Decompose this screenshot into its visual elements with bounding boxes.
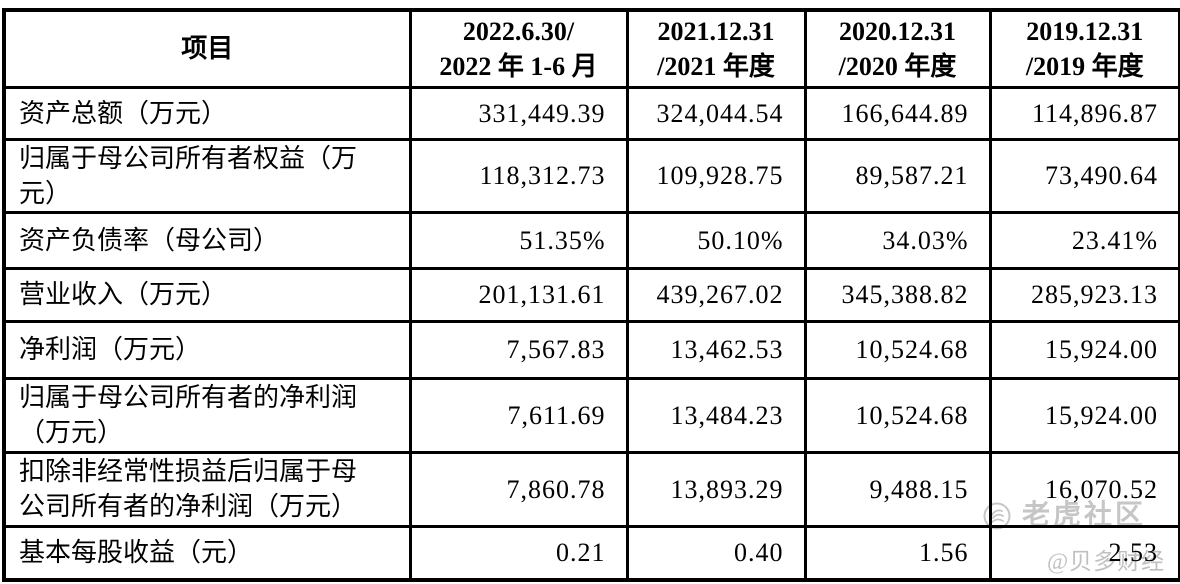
cell-value: 2.53 [988, 524, 1180, 582]
cell-value: 89,587.21 [803, 137, 992, 214]
cell-value: 23.41% [988, 210, 1180, 270]
cell-value: 15,924.00 [988, 376, 1180, 454]
cell-value: 0.40 [625, 524, 807, 582]
cell-value: 15,924.00 [988, 319, 1180, 380]
row-label: 资产负债率（母公司） [2, 210, 412, 270]
cell-value: 13,484.23 [625, 376, 807, 454]
table-row-parent-equity: 归属于母公司所有者权益（万 元） 118,312.73 109,928.75 8… [2, 137, 1180, 214]
cell-value: 166,644.89 [803, 85, 992, 141]
cell-value: 118,312.73 [408, 137, 629, 214]
header-cell-period-2021: 2021.12.31 /2021 年度 [625, 8, 807, 89]
cell-value: 9,488.15 [803, 450, 992, 528]
row-label: 资产总额（万元） [2, 85, 412, 141]
row-label: 净利润（万元） [2, 319, 412, 380]
cell-value: 1.56 [803, 524, 992, 582]
header-cell-period-2022h1: 2022.6.30/ 2022 年 1-6 月 [408, 8, 629, 89]
table-row-parent-net-profit: 归属于母公司所有者的净利润 （万元） 7,611.69 13,484.23 10… [2, 376, 1180, 454]
cell-value: 16,070.52 [988, 450, 1180, 528]
header-cell-item: 项目 [2, 8, 412, 89]
cell-value: 10,524.68 [803, 319, 992, 380]
table-row-basic-eps: 基本每股收益（元） 0.21 0.40 1.56 2.53 [2, 524, 1180, 582]
cell-value: 201,131.61 [408, 266, 629, 323]
cell-value: 7,860.78 [408, 450, 629, 528]
cell-value: 50.10% [625, 210, 807, 270]
row-label: 营业收入（万元） [2, 266, 412, 323]
table-row-non-recurring-net-profit: 扣除非经常性损益后归属于母 公司所有者的净利润（万元） 7,860.78 13,… [2, 450, 1180, 528]
cell-value: 109,928.75 [625, 137, 807, 214]
cell-value: 10,524.68 [803, 376, 992, 454]
table-row-net-profit: 净利润（万元） 7,567.83 13,462.53 10,524.68 15,… [2, 319, 1180, 380]
row-label: 基本每股收益（元） [2, 524, 412, 582]
cell-value: 73,490.64 [988, 137, 1180, 214]
cell-value: 114,896.87 [988, 85, 1180, 141]
header-cell-period-2019: 2019.12.31 /2019 年度 [988, 8, 1180, 89]
header-cell-period-2020: 2020.12.31 /2020 年度 [803, 8, 992, 89]
cell-value: 13,893.29 [625, 450, 807, 528]
cell-value: 7,567.83 [408, 319, 629, 380]
cell-value: 34.03% [803, 210, 992, 270]
cell-value: 7,611.69 [408, 376, 629, 454]
row-label: 扣除非经常性损益后归属于母 公司所有者的净利润（万元） [2, 450, 412, 528]
cell-value: 0.21 [408, 524, 629, 582]
financial-summary-table: 项目 2022.6.30/ 2022 年 1-6 月 2021.12.31 /2… [2, 8, 1180, 582]
row-label: 归属于母公司所有者的净利润 （万元） [2, 376, 412, 454]
cell-value: 345,388.82 [803, 266, 992, 323]
table-row-revenue: 营业收入（万元） 201,131.61 439,267.02 345,388.8… [2, 266, 1180, 323]
cell-value: 13,462.53 [625, 319, 807, 380]
table-row-total-assets: 资产总额（万元） 331,449.39 324,044.54 166,644.8… [2, 85, 1180, 141]
cell-value: 324,044.54 [625, 85, 807, 141]
table-header-row: 项目 2022.6.30/ 2022 年 1-6 月 2021.12.31 /2… [2, 8, 1180, 89]
cell-value: 439,267.02 [625, 266, 807, 323]
cell-value: 331,449.39 [408, 85, 629, 141]
cell-value: 285,923.13 [988, 266, 1180, 323]
cell-value: 51.35% [408, 210, 629, 270]
row-label: 归属于母公司所有者权益（万 元） [2, 137, 412, 214]
table-row-debt-ratio: 资产负债率（母公司） 51.35% 50.10% 34.03% 23.41% [2, 210, 1180, 270]
